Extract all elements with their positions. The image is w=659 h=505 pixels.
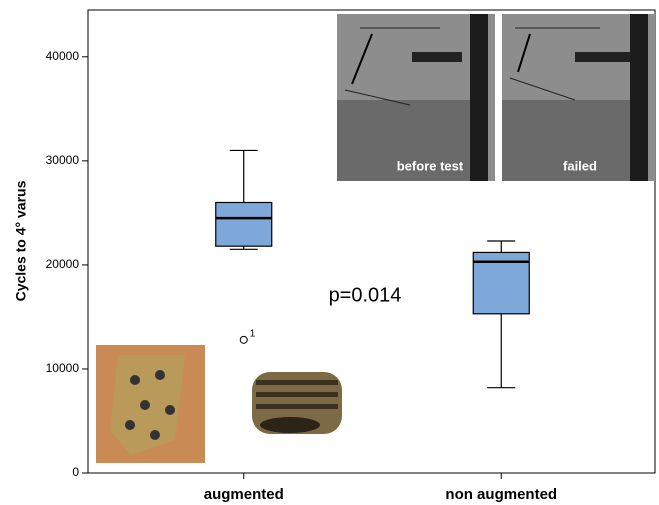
y-axis-label: Cycles to 4° varus [13, 180, 29, 301]
y-tick-label: 20000 [46, 257, 80, 271]
photo-before: before test [337, 14, 495, 181]
outlier-case: 1 [250, 328, 256, 339]
y-tick-label: 10000 [46, 361, 80, 375]
y-tick-label: 30000 [46, 153, 80, 167]
y-tick-label: 40000 [46, 49, 80, 63]
y-tick-label: 0 [72, 465, 79, 479]
box [216, 202, 272, 246]
x-tick-label: augmented [204, 486, 284, 503]
outlier [240, 336, 247, 343]
photo-plate [96, 345, 205, 463]
x-tick-label: non augmented [445, 486, 557, 503]
photo-implant [252, 372, 342, 434]
chart: Cycles to 4° varus p=0.014 before test f… [0, 0, 659, 505]
inset-label: failed [563, 158, 597, 173]
photo-failed: failed [502, 14, 655, 181]
inset-label: before test [397, 158, 464, 173]
annotation: p=0.014 [329, 284, 402, 306]
